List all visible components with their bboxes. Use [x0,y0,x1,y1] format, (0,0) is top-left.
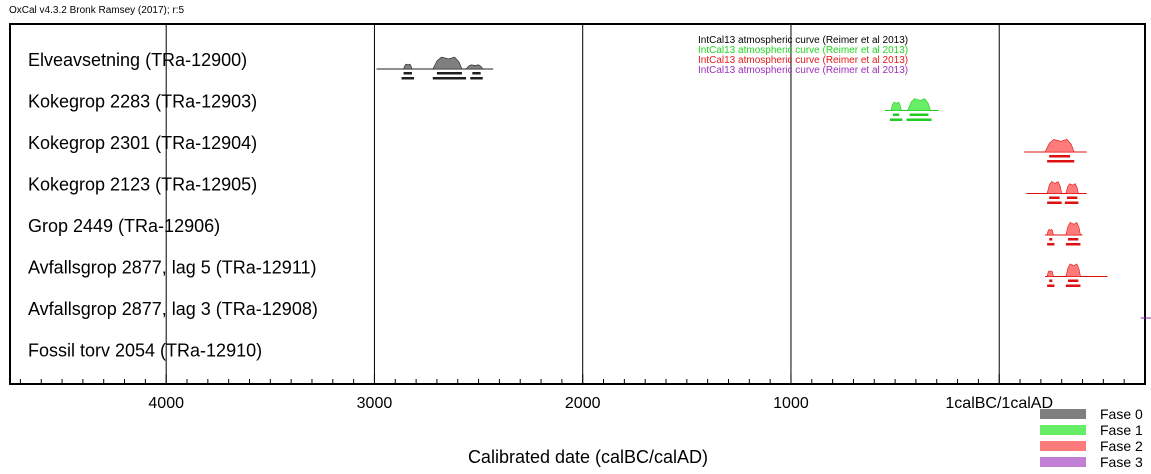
date-row: Elveavsetning (TRa-12900) [28,50,494,80]
date-row: Kokegrop 2283 (TRa-12903) [28,92,939,121]
x-tick-label: 2000 [565,395,601,412]
range-95-bar [470,77,483,80]
range-68-bar [909,113,929,116]
legend-label: Fase 2 [1100,438,1143,454]
probability-peak [432,56,463,70]
range-68-bar [403,72,412,75]
x-tick-label: 3000 [357,395,393,412]
range-95-bar [906,118,932,121]
range-68-bar [1049,279,1053,282]
probability-peak [1046,228,1054,236]
x-axis-title: Calibrated date (calBC/calAD) [468,447,708,467]
curve-note: IntCal13 atmospheric curve (Reimer et al… [698,65,908,76]
range-68-bar [1049,155,1071,158]
legend-label: Fase 0 [1100,406,1143,422]
probability-peak [907,98,931,111]
x-tick-label: 1000 [773,395,809,412]
x-axis-minor-ticks [19,374,1146,384]
date-label: Elveavsetning (TRa-12900) [28,50,247,70]
probability-peak [1044,139,1075,153]
date-row: Avfallsgrop 2877, lag 3 (TRa-12908) [28,299,1151,319]
date-row: Fossil torv 2054 (TRa-12910) [28,341,262,361]
curve-note: IntCal13 atmospheric curve (Reimer et al… [698,45,908,56]
x-tick-label: 1calBC/1calAD [945,395,1053,412]
range-95-bar [1047,243,1055,246]
date-label: Avfallsgrop 2877, lag 3 (TRa-12908) [28,299,318,319]
probability-peak [403,63,413,70]
range-68-bar [1049,238,1053,241]
date-rows: Elveavsetning (TRa-12900) Kokegrop 2283 (… [28,50,1151,361]
date-label: Avfallsgrop 2877, lag 5 (TRa-12911) [28,258,317,278]
probability-peak [1046,270,1054,277]
range-68-bar [1049,196,1060,199]
software-header: OxCal v4.3.2 Bronk Ramsey (2017); r:5 [9,5,185,16]
range-95-bar [1047,201,1062,204]
range-68-bar [1067,279,1079,282]
range-95-bar [1065,243,1081,246]
curve-note: IntCal13 atmospheric curve (Reimer et al… [698,55,908,66]
date-label: Fossil torv 2054 (TRa-12910) [28,341,262,361]
legend-swatch [1040,441,1086,451]
probability-peak [1065,263,1081,277]
range-68-bar [472,72,481,75]
range-68-bar [1066,196,1078,199]
range-95-bar [1047,284,1055,287]
date-row: Avfallsgrop 2877, lag 5 (TRa-12911) [28,258,1108,287]
legend-swatch [1040,457,1086,467]
date-row: Grop 2449 (TRa-12906) [28,216,1083,246]
probability-peak [1046,181,1063,194]
probability-peak [1065,221,1081,236]
range-95-bar [1065,284,1081,287]
probability-peak [465,64,484,70]
range-95-bar [889,118,903,121]
gridlines [165,24,1000,384]
range-95-bar [432,77,467,80]
range-95-bar [1047,160,1075,163]
x-tick-label: 4000 [148,395,184,412]
date-label: Kokegrop 2301 (TRa-12904) [28,133,257,153]
date-row: Kokegrop 2301 (TRa-12904) [28,133,1087,163]
range-68-bar [436,72,462,75]
calibration-curve-notes: IntCal13 atmospheric curve (Reimer et al… [698,35,908,76]
curve-note: IntCal13 atmospheric curve (Reimer et al… [698,35,908,46]
legend-label: Fase 1 [1100,422,1143,438]
probability-peak [890,101,902,111]
plot-frame [9,23,1146,385]
range-68-bar [893,113,900,116]
range-95-bar [1064,201,1079,204]
range-95-bar [401,77,415,80]
date-label: Grop 2449 (TRa-12906) [28,216,220,236]
range-68-bar [1067,238,1079,241]
legend-label: Fase 3 [1100,454,1143,470]
date-label: Kokegrop 2123 (TRa-12905) [28,175,257,195]
probability-peak [1065,183,1079,194]
date-label: Kokegrop 2283 (TRa-12903) [28,92,257,112]
legend-swatch [1040,425,1086,435]
date-row: Kokegrop 2123 (TRa-12905) [28,175,1087,204]
legend-swatch [1040,409,1086,419]
